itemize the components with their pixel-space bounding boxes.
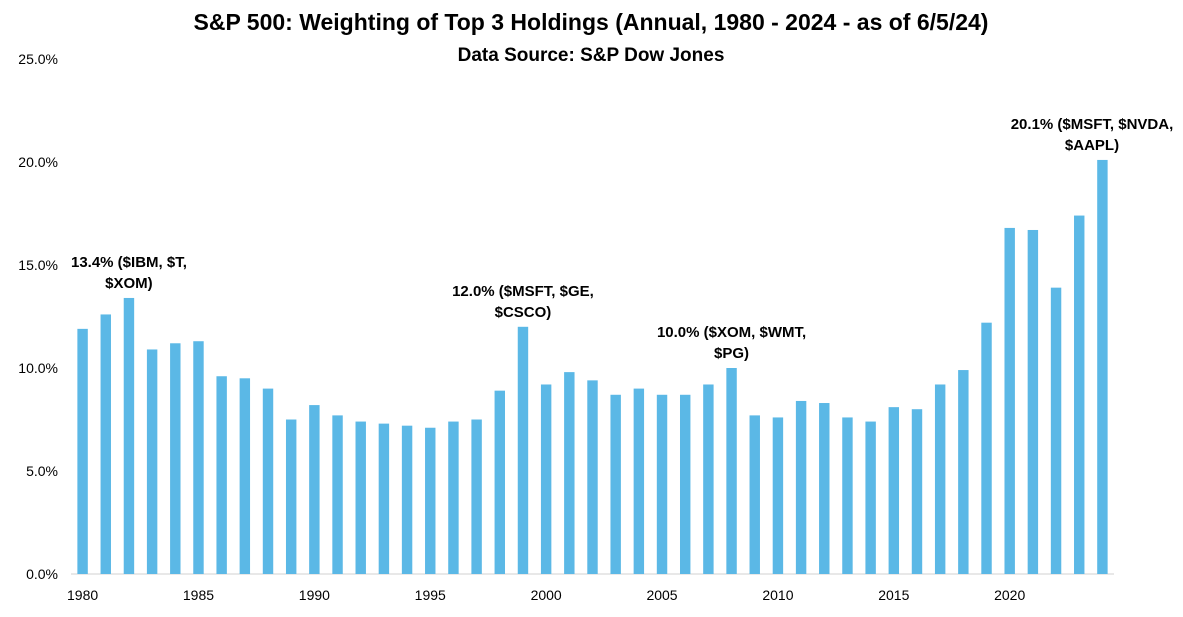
annotation-line: 10.0% ($XOM, $WMT, (657, 324, 806, 341)
annotation-line: 13.4% ($IBM, $T, (71, 254, 187, 271)
bar-1999 (517, 326, 529, 574)
y-tick-label: 20.0% (18, 154, 58, 170)
bar-2004 (633, 388, 645, 574)
bar-2000 (540, 384, 552, 574)
chart-title: S&P 500: Weighting of Top 3 Holdings (An… (194, 9, 989, 35)
bar-1982 (123, 297, 135, 574)
x-axis: 1980 1985 1990 1995 2000 2005 2010 2015 2020 (67, 587, 1025, 603)
bar-1987 (239, 378, 251, 574)
bar-1995 (425, 427, 436, 574)
bar-2021 (1027, 229, 1039, 575)
bar-1994 (401, 425, 413, 574)
bar-1989 (285, 419, 297, 574)
bar-1980 (77, 328, 88, 574)
y-tick-label: 0.0% (26, 566, 58, 582)
bar-2018 (958, 370, 969, 574)
bar-2007 (703, 384, 714, 574)
y-axis: 0.0% 5.0% 10.0% 15.0% 20.0% 25.0% (18, 51, 58, 582)
bar-1983 (146, 349, 158, 574)
annotation-line: 12.0% ($MSFT, $GE, (452, 283, 594, 300)
annotation-2024: 20.1% ($MSFT, $NVDA, $AAPL) (1011, 116, 1174, 154)
bar-series (77, 159, 1108, 575)
bar-1985 (193, 341, 204, 574)
bar-2022 (1050, 287, 1062, 574)
annotation-1982: 13.4% ($IBM, $T, $XOM) (71, 254, 187, 292)
annotation-line: $CSCO) (495, 304, 552, 321)
bar-2023 (1074, 215, 1085, 574)
x-tick-label: 1990 (299, 587, 330, 603)
bar-2008 (726, 368, 737, 574)
annotations: 13.4% ($IBM, $T, $XOM) 12.0% ($MSFT, $GE, $… (71, 116, 1173, 362)
bar-1984 (170, 343, 181, 574)
x-tick-label: 2020 (994, 587, 1025, 603)
bar-1996 (448, 421, 459, 574)
bar-2006 (679, 394, 691, 574)
x-tick-label: 1985 (183, 587, 214, 603)
bar-2002 (587, 380, 598, 574)
bar-1988 (262, 388, 274, 574)
y-tick-label: 5.0% (26, 463, 58, 479)
x-tick-label: 2005 (646, 587, 677, 603)
bar-1993 (378, 423, 390, 574)
bar-2020 (1004, 227, 1015, 575)
bar-1998 (494, 390, 506, 574)
x-tick-label: 1995 (415, 587, 446, 603)
annotation-line: $AAPL) (1065, 137, 1119, 154)
bar-1997 (471, 419, 482, 574)
bar-1981 (100, 314, 111, 574)
bar-1986 (216, 376, 227, 574)
x-tick-label: 2010 (762, 587, 793, 603)
bar-2010 (772, 417, 784, 574)
annotation-line: $PG) (714, 345, 749, 362)
x-tick-label: 2000 (531, 587, 562, 603)
bar-2013 (842, 417, 853, 574)
bar-2016 (911, 409, 923, 574)
annotation-line: $XOM) (105, 275, 153, 292)
annotation-line: 20.1% ($MSFT, $NVDA, (1011, 116, 1174, 133)
x-tick-label: 2015 (878, 587, 909, 603)
bar-2017 (934, 384, 946, 574)
annotation-1999: 12.0% ($MSFT, $GE, $CSCO) (452, 283, 594, 321)
y-tick-label: 15.0% (18, 257, 58, 273)
bar-2003 (610, 394, 621, 574)
bar-2005 (656, 394, 668, 574)
x-tick-label: 1980 (67, 587, 98, 603)
y-tick-label: 25.0% (18, 51, 58, 67)
bar-1991 (332, 415, 343, 574)
bar-2012 (819, 403, 830, 574)
y-tick-label: 10.0% (18, 360, 58, 376)
bar-1992 (355, 421, 366, 574)
annotation-2008: 10.0% ($XOM, $WMT, $PG) (657, 324, 806, 362)
bar-2024 (1097, 159, 1108, 574)
bar-1990 (309, 405, 320, 574)
bar-2011 (795, 400, 807, 574)
bar-2019 (981, 322, 992, 574)
chart-subtitle: Data Source: S&P Dow Jones (458, 45, 725, 66)
bar-2014 (865, 421, 876, 574)
bar-2009 (749, 415, 760, 574)
bar-2001 (564, 372, 575, 574)
bar-2015 (888, 407, 900, 574)
